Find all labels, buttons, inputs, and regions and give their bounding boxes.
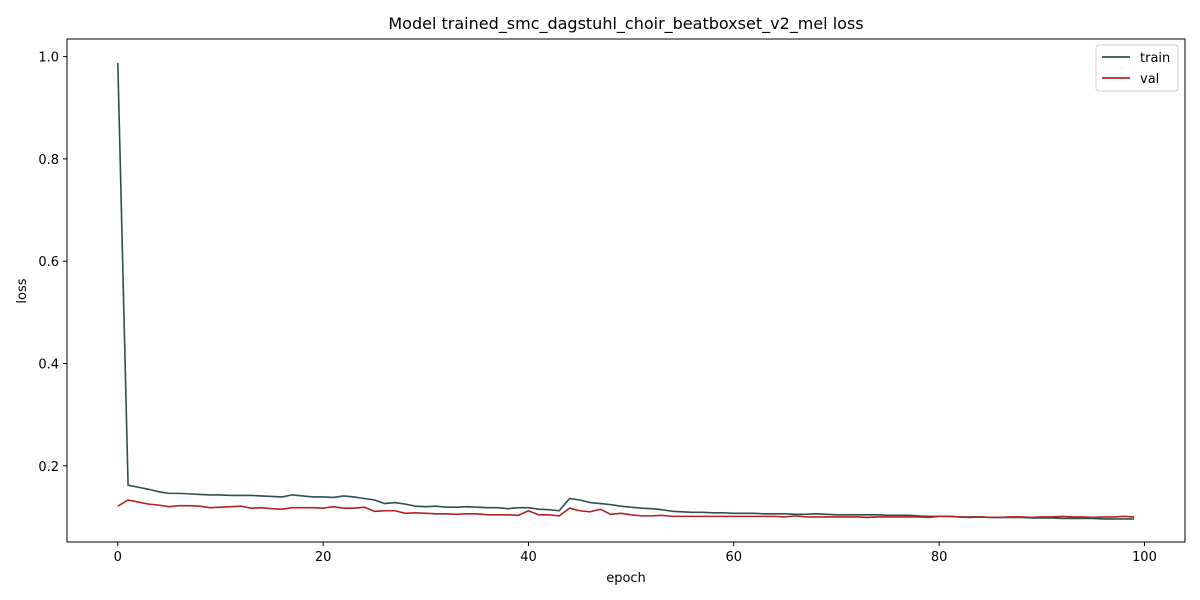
- y-tick-label: 0.6: [38, 255, 59, 270]
- legend-label-train: train: [1140, 51, 1170, 66]
- y-tick-label: 0.4: [38, 357, 59, 372]
- y-tick-label: 0.2: [38, 460, 59, 475]
- x-axis: 0 20 40 60 80 100: [114, 542, 1157, 565]
- y-tick-label: 0.8: [38, 153, 59, 168]
- x-tick-label: 80: [931, 550, 948, 565]
- series-line-val: [117, 499, 1135, 519]
- y-axis-label: loss: [15, 278, 30, 303]
- x-tick-label: 40: [520, 550, 537, 565]
- series-line-train: [117, 62, 1135, 520]
- y-axis: 0.2 0.4 0.6 0.8 1.0: [38, 51, 67, 475]
- x-axis-label: epoch: [606, 571, 646, 586]
- plot-frame: [66, 38, 1186, 543]
- y-tick-label: 1.0: [38, 51, 59, 66]
- legend-label-val: val: [1140, 72, 1159, 87]
- legend: train val: [1095, 44, 1179, 92]
- chart-title: Model trained_smc_dagstuhl_choir_beatbox…: [388, 14, 863, 34]
- x-tick-label: 100: [1132, 550, 1157, 565]
- x-tick-label: 20: [315, 550, 332, 565]
- x-tick-label: 60: [726, 550, 743, 565]
- x-tick-label: 0: [114, 550, 122, 565]
- plot-area: [66, 38, 1186, 543]
